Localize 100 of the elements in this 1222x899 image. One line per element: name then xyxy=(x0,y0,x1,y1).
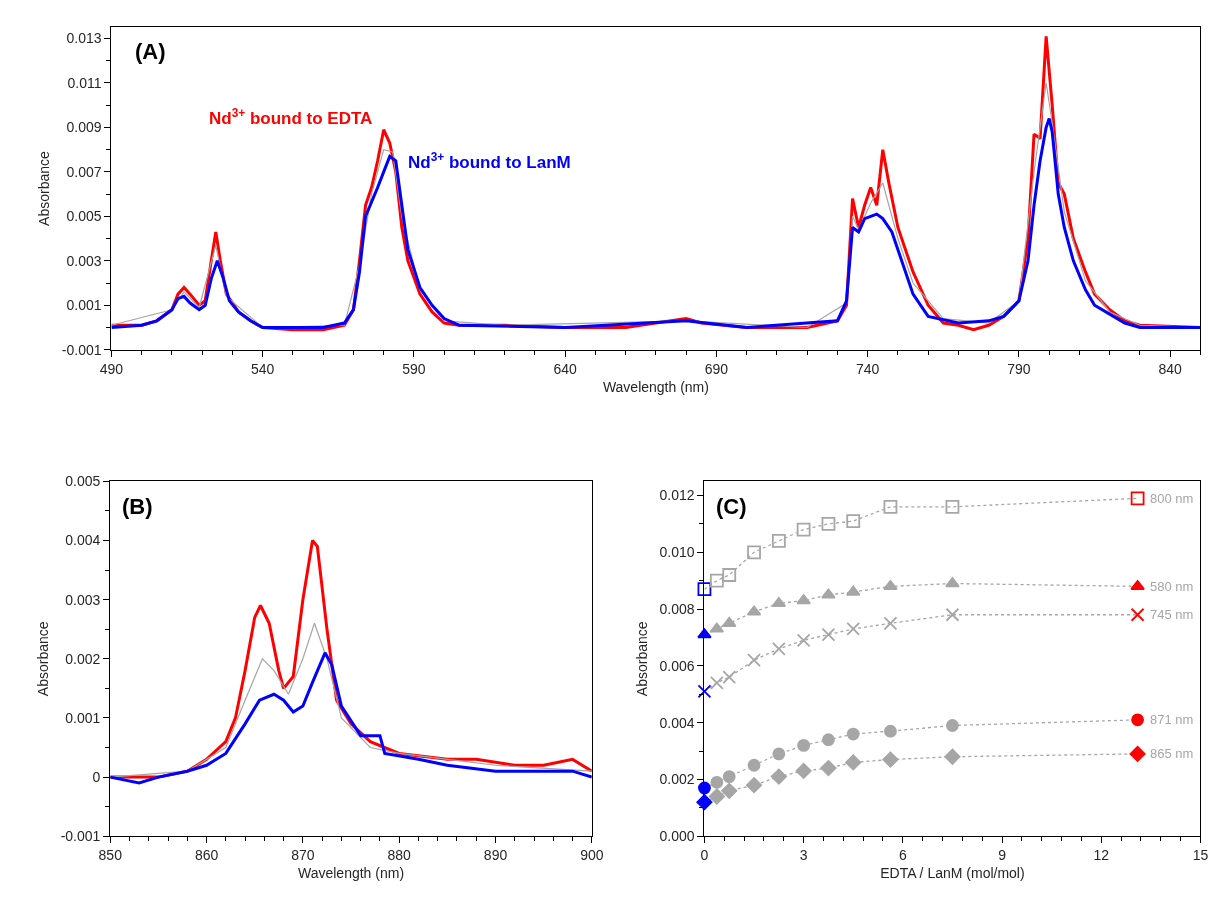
point xyxy=(721,782,738,799)
point xyxy=(770,768,787,785)
y-axis-title: Absorbance xyxy=(36,151,53,226)
point xyxy=(771,534,786,548)
y-tick-label: 0.003 xyxy=(65,591,101,608)
point xyxy=(821,516,836,531)
point xyxy=(722,770,736,784)
y-tick-label: 0.005 xyxy=(65,473,101,490)
point xyxy=(1131,713,1144,727)
y-tick-label: 0.006 xyxy=(659,657,695,674)
x-tick-label: 740 xyxy=(855,360,880,377)
annotation: Nd$^{3+}$ bound to LanM xyxy=(408,150,571,173)
point xyxy=(697,582,712,597)
x-tick-label: 540 xyxy=(251,360,275,377)
point xyxy=(1130,607,1145,622)
x-tick-label: 880 xyxy=(387,847,412,864)
point xyxy=(796,522,811,537)
point xyxy=(745,777,763,794)
y-tick-label: 0.008 xyxy=(659,600,695,617)
annotation: Nd$^{3+}$ bound to EDTA xyxy=(209,106,373,129)
point xyxy=(708,788,725,805)
x-tick-label: 860 xyxy=(194,847,219,864)
x-tick-label: 3 xyxy=(799,847,808,864)
y-tick-label: 0.011 xyxy=(67,74,102,91)
point xyxy=(1130,579,1145,591)
point xyxy=(944,748,961,765)
point xyxy=(945,577,960,588)
text: (A) xyxy=(135,39,166,64)
point xyxy=(709,573,724,588)
line-series xyxy=(110,651,592,785)
x-tick-label: 12 xyxy=(1093,847,1110,864)
point xyxy=(846,727,860,741)
point xyxy=(747,653,761,668)
point xyxy=(796,594,811,605)
x-axis-title: EDTA / LanM (mol/mol) xyxy=(880,865,1025,882)
point xyxy=(945,499,960,514)
x-tick-label: 9 xyxy=(998,847,1007,864)
point xyxy=(845,754,862,771)
y-tick-label: 0.007 xyxy=(66,163,102,180)
x-tick-label: 6 xyxy=(898,847,907,864)
point xyxy=(747,758,761,772)
y-tick-label: 0.004 xyxy=(65,532,101,549)
x-axis-title: Wavelength (nm) xyxy=(602,378,709,395)
y-tick-label: 0.001 xyxy=(65,709,101,726)
point xyxy=(772,747,786,761)
y-tick-label: 0.004 xyxy=(659,714,695,731)
point xyxy=(1129,745,1146,762)
point xyxy=(771,641,786,656)
point xyxy=(883,616,898,631)
y-tick-label: 0.009 xyxy=(66,119,102,136)
x-tick-label: 870 xyxy=(291,847,315,864)
point xyxy=(846,622,861,636)
point xyxy=(820,760,837,777)
x-tick-label: 690 xyxy=(704,360,729,377)
y-axis-title: Absorbance xyxy=(35,621,52,697)
y-tick-label: -0.001 xyxy=(61,341,102,358)
y-tick-label: 0.002 xyxy=(65,650,101,667)
x-tick-label: 640 xyxy=(553,360,578,377)
y-tick-label: 0.003 xyxy=(66,252,102,269)
point xyxy=(709,676,724,690)
x-tick-label: 490 xyxy=(99,360,124,377)
y-tick-label: 0.001 xyxy=(66,297,102,314)
point xyxy=(710,775,724,789)
point xyxy=(946,719,959,732)
point xyxy=(821,588,836,599)
x-tick-label: 590 xyxy=(402,360,426,377)
y-tick-label: 0.005 xyxy=(66,208,102,225)
point xyxy=(747,545,761,560)
point xyxy=(821,627,836,642)
point xyxy=(882,751,899,768)
x-tick-label: 840 xyxy=(1158,360,1183,377)
series-label: 871 nm xyxy=(1150,712,1194,727)
x-tick-label: 900 xyxy=(580,847,604,864)
text: (C) xyxy=(716,494,747,519)
text: (B) xyxy=(122,494,153,519)
y-tick-label: 0.012 xyxy=(659,487,695,504)
series-label: 580 nm xyxy=(1150,579,1194,594)
point xyxy=(945,607,960,622)
point xyxy=(883,499,898,514)
point xyxy=(884,724,897,738)
x-tick-label: 15 xyxy=(1192,847,1209,864)
point xyxy=(722,568,737,582)
y-axis-title: Absorbance xyxy=(634,621,651,697)
point xyxy=(846,514,861,528)
x-tick-label: 890 xyxy=(483,847,508,864)
y-tick-label: -0.001 xyxy=(60,828,101,845)
series-label: 865 nm xyxy=(1150,746,1194,761)
series-label: 745 nm xyxy=(1150,607,1194,622)
x-axis-title: Wavelength (nm) xyxy=(297,865,405,882)
x-tick-label: 0 xyxy=(700,847,709,864)
y-tick-label: 0.000 xyxy=(659,828,695,845)
point xyxy=(795,762,812,779)
y-tick-label: 0.010 xyxy=(659,544,695,561)
x-tick-label: 790 xyxy=(1007,360,1031,377)
point xyxy=(1130,491,1145,506)
x-tick-label: 850 xyxy=(98,847,123,864)
y-tick-label: 0.013 xyxy=(66,30,102,47)
point xyxy=(722,670,737,685)
point xyxy=(883,579,898,591)
point xyxy=(822,733,835,747)
